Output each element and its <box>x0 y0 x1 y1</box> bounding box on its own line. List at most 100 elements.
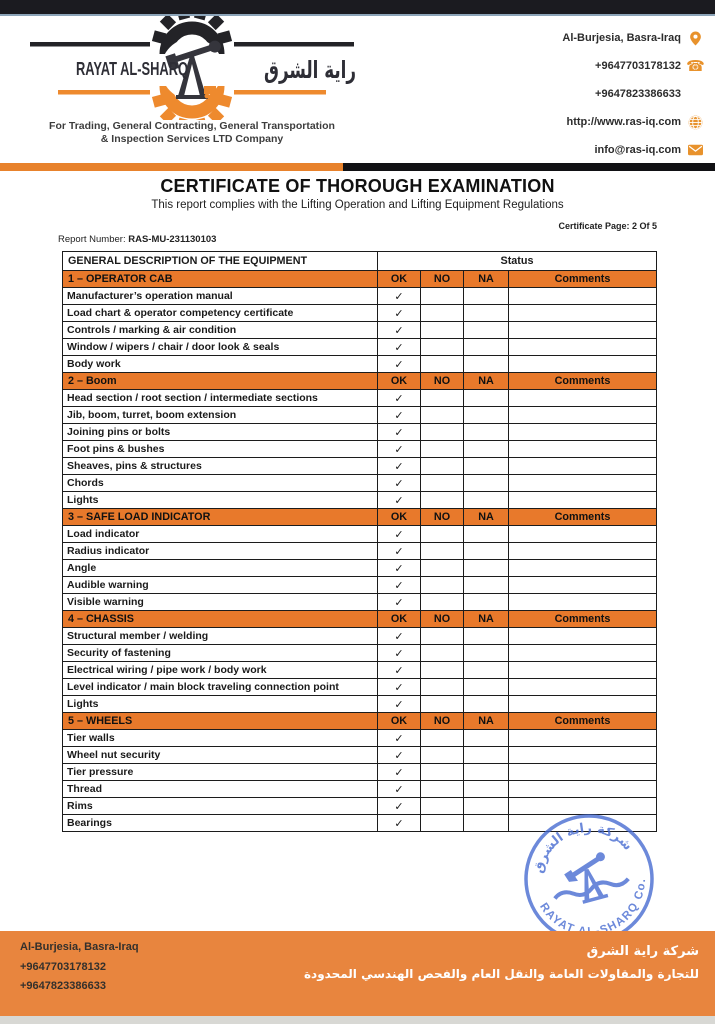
status-column-group-header: Status <box>377 251 657 271</box>
equipment-table-wrap: GENERAL DESCRIPTION OF THE EQUIPMENT Sta… <box>62 251 657 832</box>
na-cell <box>463 491 509 509</box>
na-cell <box>463 644 509 662</box>
na-cell <box>463 559 509 577</box>
ok-cell: ✓ <box>377 440 421 458</box>
comments-cell <box>508 440 657 458</box>
envelope-icon <box>688 143 703 158</box>
na-cell <box>463 287 509 305</box>
section-label: 1 – OPERATOR CAB <box>62 270 378 288</box>
no-cell <box>420 542 464 560</box>
table-header-row: GENERAL DESCRIPTION OF THE EQUIPMENT Sta… <box>62 251 657 271</box>
no-cell <box>420 559 464 577</box>
status-column-header: NA <box>463 712 509 730</box>
item-label: Sheaves, pins & structures <box>62 457 378 475</box>
no-cell <box>420 423 464 441</box>
comments-cell <box>508 797 657 815</box>
contact-phone2-text: +9647823386633 <box>595 88 681 100</box>
table-row: Radius indicator ✓ <box>62 542 657 560</box>
report-number-value: RAS-MU-231130103 <box>128 234 217 245</box>
comments-cell <box>508 763 657 781</box>
ok-cell: ✓ <box>377 338 421 356</box>
no-cell <box>420 729 464 747</box>
item-label: Security of fastening <box>62 644 378 662</box>
comments-cell <box>508 474 657 492</box>
item-label: Lights <box>62 695 378 713</box>
status-column-header: NO <box>420 270 464 288</box>
status-column-header: NA <box>463 372 509 390</box>
location-pin-icon <box>688 31 703 46</box>
ok-cell: ✓ <box>377 746 421 764</box>
table-row: Body work ✓ <box>62 355 657 373</box>
na-cell <box>463 576 509 594</box>
comments-cell <box>508 729 657 747</box>
comments-cell <box>508 321 657 339</box>
status-column-header: OK <box>377 270 421 288</box>
table-row: Sheaves, pins & structures ✓ <box>62 457 657 475</box>
status-column-header: Comments <box>508 712 657 730</box>
contact-website[interactable]: http://www.ras-iq.com <box>513 108 703 136</box>
company-name-ar: راية الشرق <box>264 56 356 84</box>
contact-website-text[interactable]: http://www.ras-iq.com <box>566 116 682 128</box>
status-column-header: NO <box>420 610 464 628</box>
status-column-header: NA <box>463 508 509 526</box>
ok-cell: ✓ <box>377 491 421 509</box>
item-label: Angle <box>62 559 378 577</box>
page-subtitle: This report complies with the Lifting Op… <box>151 199 564 211</box>
comments-cell <box>508 746 657 764</box>
item-label: Tier walls <box>62 729 378 747</box>
item-label: Load chart & operator competency certifi… <box>62 304 378 322</box>
company-logo: RAYAT AL-SHARQ راية الشرق <box>28 5 356 133</box>
logo-graphic: RAYAT AL-SHARQ راية الشرق <box>30 5 356 133</box>
na-cell <box>463 814 509 832</box>
section-label: 3 – SAFE LOAD INDICATOR <box>62 508 378 526</box>
table-row: Thread ✓ <box>62 780 657 798</box>
tagline-line1: For Trading, General Contracting, Genera… <box>49 120 335 132</box>
ok-cell: ✓ <box>377 457 421 475</box>
comments-cell <box>508 457 657 475</box>
section-header-row: 5 – WHEELS OK NO NA Comments <box>62 712 657 730</box>
comments-cell <box>508 406 657 424</box>
item-label: Controls / marking & air condition <box>62 321 378 339</box>
tagline-line2: & Inspection Services LTD Company <box>100 133 284 145</box>
ok-cell: ✓ <box>377 287 421 305</box>
bottom-edge-strip <box>0 1016 715 1024</box>
na-cell <box>463 763 509 781</box>
item-label: Body work <box>62 355 378 373</box>
na-cell <box>463 321 509 339</box>
table-row: Audible warning ✓ <box>62 576 657 594</box>
no-cell <box>420 678 464 696</box>
no-cell <box>420 644 464 662</box>
na-cell <box>463 780 509 798</box>
status-column-header: Comments <box>508 610 657 628</box>
ok-cell: ✓ <box>377 678 421 696</box>
table-row: Bearings ✓ <box>62 814 657 832</box>
footer-phone2: +9647823386633 <box>20 980 106 992</box>
na-cell <box>463 746 509 764</box>
footer-company-arabic: شركة راية الشرق للتجارة والمقاولات العام… <box>304 941 699 985</box>
table-row: Head section / root section / intermedia… <box>62 389 657 407</box>
comments-cell <box>508 559 657 577</box>
contact-address: Al-Burjesia, Basra-Iraq <box>513 24 703 52</box>
table-row: Joining pins or bolts ✓ <box>62 423 657 441</box>
na-cell <box>463 304 509 322</box>
contact-email[interactable]: info@ras-iq.com <box>513 136 703 164</box>
na-cell <box>463 729 509 747</box>
no-cell <box>420 627 464 645</box>
table-row: Load chart & operator competency certifi… <box>62 304 657 322</box>
status-column-header: OK <box>377 372 421 390</box>
table-row: Jib, boom, turret, boom extension ✓ <box>62 406 657 424</box>
company-tagline: For Trading, General Contracting, Genera… <box>28 120 356 146</box>
na-cell <box>463 678 509 696</box>
item-label: Foot pins & bushes <box>62 440 378 458</box>
report-number: Report Number: RAS-MU-231130103 <box>58 234 216 245</box>
no-cell <box>420 406 464 424</box>
item-label: Bearings <box>62 814 378 832</box>
stamp-pump-jack-icon <box>553 852 630 904</box>
item-label: Audible warning <box>62 576 378 594</box>
no-cell <box>420 440 464 458</box>
contact-email-text[interactable]: info@ras-iq.com <box>594 144 681 156</box>
contact-phone1: +9647703178132 ☎ <box>513 52 705 80</box>
comments-cell <box>508 695 657 713</box>
ok-cell: ✓ <box>377 474 421 492</box>
no-cell <box>420 746 464 764</box>
